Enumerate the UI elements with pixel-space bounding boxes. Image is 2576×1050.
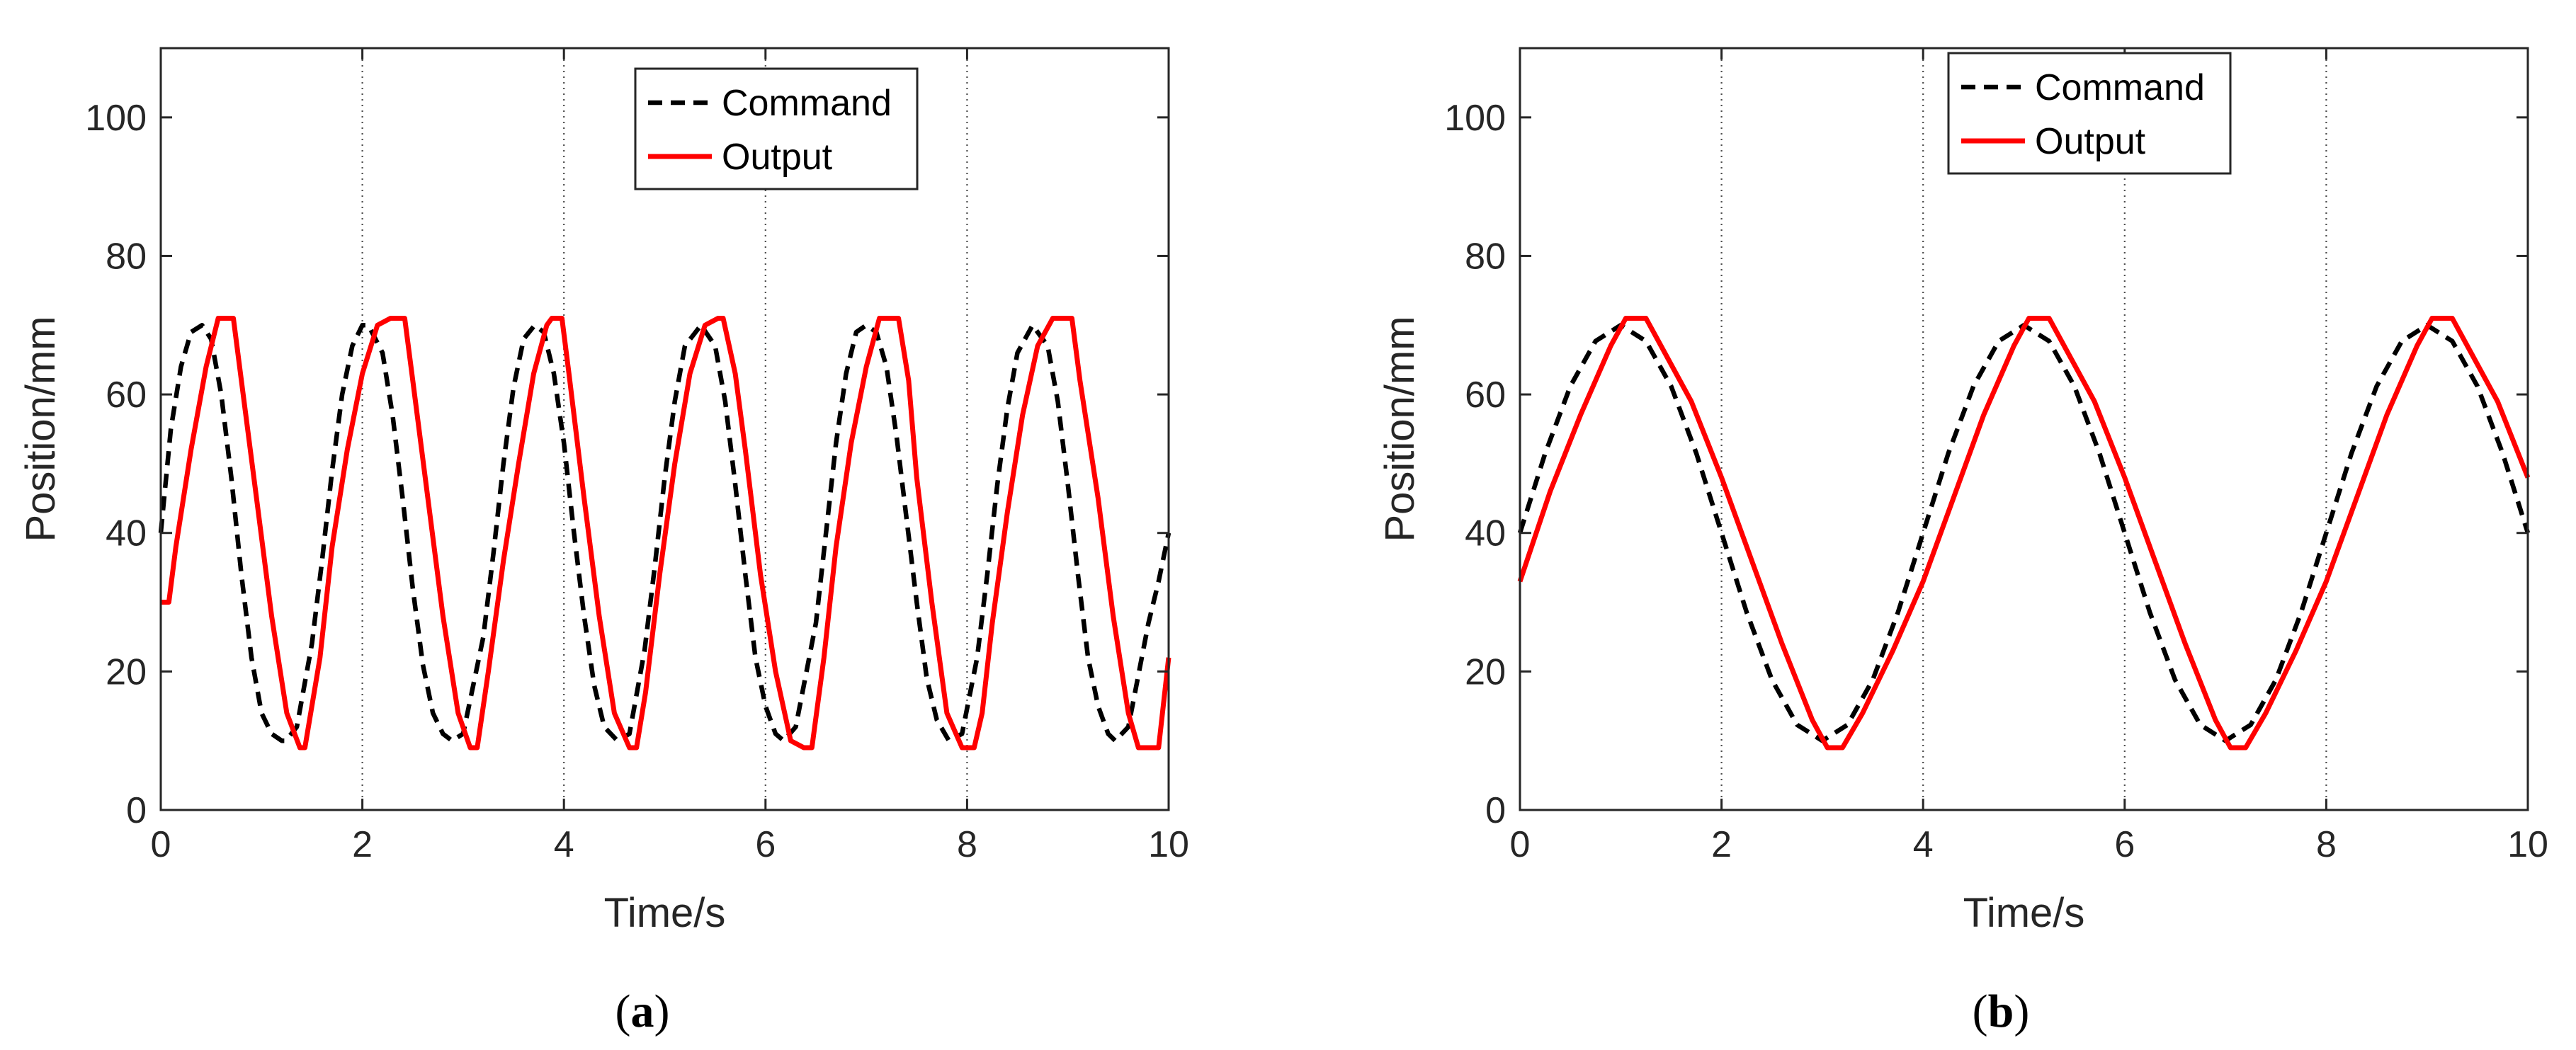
x-tick-label: 8: [957, 824, 977, 865]
panel-a: 0 2 4 6 8 10020406080100Time/sPosition/mmComm…: [18, 47, 1189, 1037]
y-tick-label: 80: [1465, 236, 1506, 277]
panel-caption: (a): [615, 986, 670, 1037]
y-tick-label: 0: [126, 790, 147, 831]
x-tick-label: 0: [1510, 824, 1531, 865]
series-line-output: [161, 316, 1171, 751]
series-line-command: [158, 323, 1171, 743]
x-axis-label: Time/s: [604, 890, 726, 936]
y-tick-label: 40: [1465, 513, 1506, 554]
y-tick-label: 20: [1465, 651, 1506, 692]
legend-label-command: Command: [2035, 67, 2205, 108]
x-tick-label: 4: [554, 824, 574, 865]
legend-label-command: Command: [722, 83, 892, 124]
x-tick-label: 2: [1711, 824, 1732, 865]
y-tick-label: 60: [106, 375, 147, 416]
x-tick-label: 0: [151, 824, 171, 865]
y-tick-label: 60: [1465, 375, 1506, 416]
y-tick-label: 20: [106, 651, 147, 692]
x-tick-label: 10: [2507, 824, 2548, 865]
x-axis-label: Time/s: [1963, 890, 2085, 936]
axes-frame: [159, 47, 1170, 811]
legend-label-output: Output: [722, 137, 833, 178]
panel-caption: (b): [1973, 986, 2030, 1037]
panel-b: 0 2 4 6 8 10020406080100Time/sPosition/mmComm…: [1377, 47, 2548, 1037]
x-tick-label: 4: [1913, 824, 1934, 865]
y-tick-label: 0: [1485, 790, 1506, 831]
y-axis-label: Position/mm: [18, 316, 64, 542]
caption-open-paren: (: [615, 986, 631, 1037]
legend: Command Output: [634, 67, 919, 190]
x-tick-label: 6: [2114, 824, 2135, 865]
caption-close-paren: ): [2014, 986, 2029, 1037]
legend-box: [634, 67, 919, 190]
y-tick-label: 100: [85, 98, 147, 139]
legend-box: [1947, 52, 2232, 175]
caption-close-paren: ): [654, 986, 670, 1037]
y-tick-label: 100: [1444, 98, 1506, 139]
caption-letter: a: [631, 986, 654, 1037]
y-tick-label: 80: [106, 236, 147, 277]
caption-letter: b: [1988, 986, 2014, 1037]
legend: Command Output: [1947, 52, 2232, 175]
axes-frame: [1519, 47, 2529, 811]
y-axis-label: Position/mm: [1377, 316, 1423, 542]
series-line-output: [1517, 316, 2531, 751]
x-tick-label: 6: [755, 824, 776, 865]
y-tick-label: 40: [106, 513, 147, 554]
caption-open-paren: (: [1973, 986, 1988, 1037]
x-tick-label: 8: [2316, 824, 2337, 865]
x-tick-label: 2: [352, 824, 373, 865]
legend-label-output: Output: [2035, 121, 2146, 162]
x-tick-label: 10: [1148, 824, 1189, 865]
